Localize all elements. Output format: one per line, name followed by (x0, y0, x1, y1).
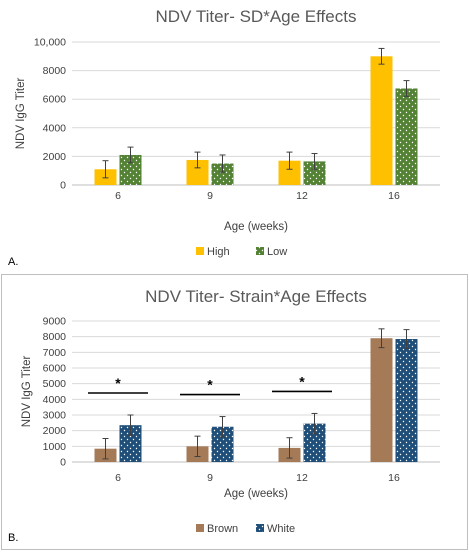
chart-b-x-tick-label: 9 (207, 472, 213, 484)
chart-a-title: NDV Titer- SD*Age Effects (156, 7, 357, 26)
chart-a-x-tick-label: 12 (296, 190, 308, 202)
chart-a-bar-high-16 (370, 56, 393, 185)
chart-b-bar-brown-16 (370, 338, 393, 462)
chart-a-bar-high-12 (278, 160, 301, 185)
chart-b-y-tick-label: 3000 (43, 410, 67, 422)
chart-b-significance-star: * (299, 373, 305, 389)
chart-b-y-tick-label: 6000 (43, 363, 67, 375)
chart-a-y-axis-label: NDV IgG Titer (15, 78, 27, 150)
chart-b-y-tick-label: 1000 (43, 441, 67, 453)
chart-b-bar-white-12 (303, 423, 326, 462)
chart-a-legend-swatch-low (256, 247, 264, 255)
chart-a-y-tick-label: 4000 (43, 122, 67, 134)
chart-a-legend-swatch-high (196, 247, 204, 255)
chart-a-legend-label-low: Low (267, 246, 287, 258)
chart-a-y-tick-label: 10,000 (34, 37, 66, 49)
chart-b-y-tick-label: 4000 (43, 394, 67, 406)
chart-a-legend-label-high: High (207, 246, 230, 258)
chart-b-bar-white-6 (119, 425, 142, 462)
chart-b-bar-white-9 (211, 426, 234, 462)
chart-b-y-tick-label: 5000 (43, 378, 67, 390)
chart-a-y-tick-label: 0 (60, 180, 66, 192)
chart-b-legend-swatch-brown (196, 524, 204, 532)
chart-a-panel-label: A. (8, 256, 18, 268)
chart-a-bar-low-16 (395, 88, 418, 185)
chart-b-significance-star: * (207, 377, 213, 393)
chart-a-x-tick-label: 6 (115, 190, 121, 202)
chart-b-legend-label-brown: Brown (207, 523, 238, 535)
chart-b-legend-label-white: White (267, 523, 295, 535)
chart-a-y-tick-label: 6000 (43, 94, 67, 106)
chart-a-y-tick-label: 8000 (43, 65, 67, 77)
chart-b-title: NDV Titer- Strain*Age Effects (145, 287, 367, 306)
chart-a-x-tick-label: 9 (207, 190, 213, 202)
chart-b-x-tick-label: 16 (388, 472, 400, 484)
chart-b-y-tick-label: 8000 (43, 331, 67, 343)
chart-b-panel-label: B. (8, 532, 18, 544)
chart-b-legend-swatch-white (256, 524, 264, 532)
chart-a-y-tick-label: 2000 (43, 151, 67, 163)
chart-a-bar-low-9 (211, 163, 234, 185)
chart-a-bar-low-6 (119, 154, 142, 185)
chart-b-y-axis-label: NDV IgG Titer (21, 356, 33, 428)
chart-a-bar-high-9 (186, 159, 209, 185)
chart-b-y-tick-label: 0 (60, 457, 66, 469)
chart-a-x-tick-label: 16 (388, 190, 400, 202)
chart-b-significance-star: * (115, 375, 121, 391)
chart-b-x-tick-label: 12 (296, 472, 308, 484)
chart-panel-a: NDV Titer- SD*Age Effects 0 2000 4000 6000 80… (8, 7, 440, 268)
chart-panel-b: NDV Titer- Strain*Age Effects 0 1000 2000 30… (8, 287, 440, 544)
chart-b-x-tick-label: 6 (115, 472, 121, 484)
chart-b-y-tick-label: 2000 (43, 425, 67, 437)
chart-b-bar-white-16 (395, 339, 418, 462)
chart-b-y-tick-label: 9000 (43, 316, 67, 328)
chart-b-y-tick-label: 7000 (43, 347, 67, 359)
chart-b-x-axis-label: Age (weeks) (224, 488, 288, 500)
chart-a-bar-low-12 (303, 161, 326, 185)
chart-a-x-axis-label: Age (weeks) (224, 221, 288, 233)
